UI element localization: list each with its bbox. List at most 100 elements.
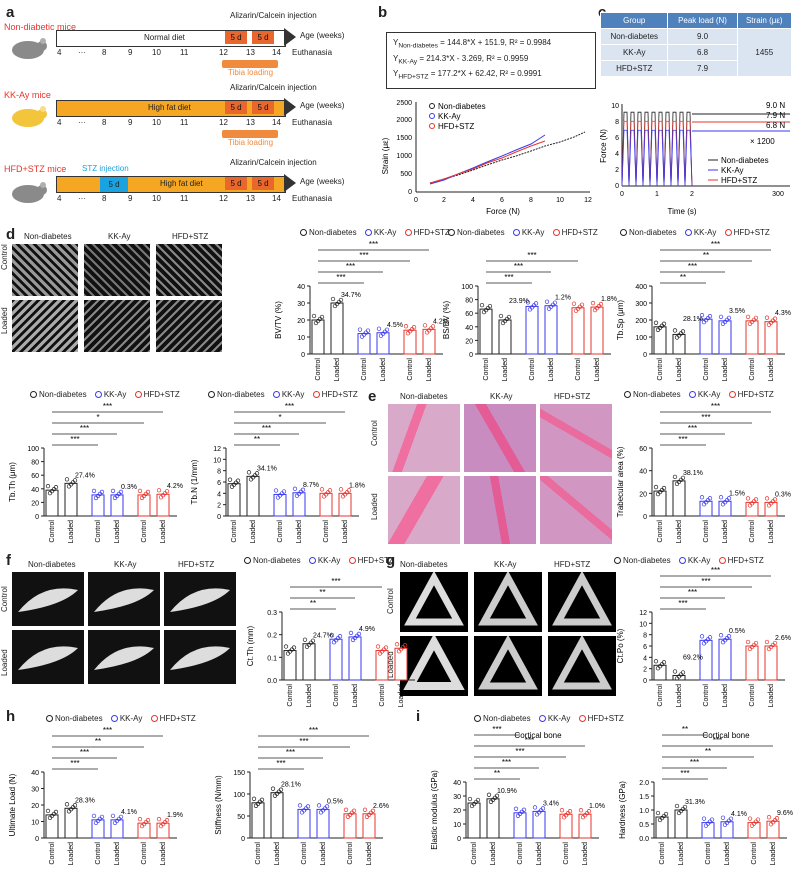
week-tick: ··· bbox=[78, 48, 86, 57]
x-tick: Control bbox=[141, 520, 148, 543]
data-point bbox=[674, 803, 680, 809]
data-point bbox=[540, 806, 546, 811]
data-point bbox=[663, 811, 669, 817]
microct-image bbox=[12, 300, 78, 352]
x-tick: Control bbox=[347, 842, 354, 865]
x-tick: Control bbox=[407, 358, 414, 381]
age-label: Age (weeks) bbox=[300, 31, 345, 40]
table-cell: HFD+STZ bbox=[599, 60, 669, 77]
y-tick: 80 bbox=[31, 460, 39, 467]
significance-stars: *** bbox=[678, 435, 687, 444]
y-tick: 50 bbox=[237, 814, 245, 821]
series-kkay bbox=[429, 134, 546, 185]
y-tick: 0.2 bbox=[267, 633, 277, 640]
bar bbox=[701, 822, 715, 839]
x-tick: Loaded bbox=[366, 842, 373, 865]
y-tick: 200 bbox=[635, 318, 647, 325]
bar bbox=[745, 320, 759, 355]
week-tick: 13 bbox=[246, 48, 255, 57]
table-cell: 7.9 bbox=[667, 60, 738, 77]
legend-e: Non-diabetes KK-Ay HFD+STZ bbox=[624, 390, 780, 399]
data-point bbox=[251, 796, 257, 801]
x-tick: Loaded bbox=[342, 520, 349, 543]
y-tick: 0 bbox=[643, 514, 647, 521]
x-tick: Control bbox=[703, 684, 710, 707]
bar bbox=[375, 650, 389, 681]
x-tick: Control bbox=[323, 520, 330, 543]
y-tick: 12 bbox=[639, 610, 647, 617]
data-point bbox=[680, 670, 686, 675]
col-label: HFD+STZ bbox=[554, 392, 591, 401]
significance-stars: *** bbox=[336, 273, 345, 282]
week-tick: 12 bbox=[219, 48, 228, 57]
data-point bbox=[745, 639, 751, 645]
row-label: Control bbox=[0, 244, 9, 270]
x-tick: Loaded bbox=[426, 358, 433, 381]
legend-d: Non-diabetes KK-Ay HFD+STZ bbox=[300, 228, 456, 237]
data-point bbox=[745, 314, 751, 319]
eq-text: = 177.2*X + 62.42, R² = 0.9991 bbox=[428, 69, 542, 79]
data-point bbox=[383, 645, 389, 650]
col-label: Non-diabetes bbox=[24, 232, 72, 241]
y-tick: 0 bbox=[35, 514, 39, 521]
x-tick: Control bbox=[563, 842, 570, 865]
microct-image bbox=[12, 244, 78, 296]
y-ticks: 0 500 1000 1500 2000 2500 bbox=[396, 100, 412, 196]
x-tick: Loaded bbox=[490, 842, 497, 865]
data-point bbox=[579, 302, 585, 307]
data-point bbox=[45, 484, 51, 489]
loading-bar bbox=[222, 130, 278, 138]
significance-stars: *** bbox=[527, 251, 536, 260]
data-point bbox=[774, 816, 780, 821]
significance-stars: *** bbox=[103, 726, 112, 735]
week-tick: 13 bbox=[246, 118, 255, 127]
legend-item: HFD+STZ bbox=[321, 390, 358, 399]
x-tick: Loaded bbox=[594, 358, 601, 381]
data-point bbox=[327, 488, 333, 493]
histology-image bbox=[464, 476, 536, 544]
data-point bbox=[590, 300, 596, 306]
legend-item: HFD+STZ bbox=[413, 228, 450, 237]
histology-image bbox=[388, 404, 460, 472]
x-tick: Control bbox=[301, 842, 308, 865]
x-tick: Loaded bbox=[724, 842, 731, 865]
bar bbox=[110, 494, 124, 517]
bar bbox=[297, 808, 311, 839]
week-tick: 12 bbox=[219, 194, 228, 203]
x-tick: Loaded bbox=[676, 684, 683, 707]
data-point bbox=[72, 478, 78, 483]
significance-stars: *** bbox=[70, 759, 79, 768]
y-tick: 300 bbox=[635, 301, 647, 308]
data-point bbox=[376, 326, 382, 331]
y-tick: 0 bbox=[217, 514, 221, 521]
data-point bbox=[567, 809, 573, 814]
bar bbox=[45, 814, 59, 839]
x-tick: Control bbox=[141, 842, 148, 865]
ctth-chart: Ct.Th (mm) 0.0 0.1 0.2 0.3 Control Loaded Contr… bbox=[246, 577, 421, 707]
data-point bbox=[338, 487, 344, 492]
x-ticks: 0 2 4 6 8 10 12 bbox=[414, 197, 592, 204]
x-tick: Control bbox=[657, 358, 664, 381]
y-tick: 30 bbox=[453, 794, 461, 801]
y-axis-label: Stiffness (N/mm) bbox=[214, 775, 223, 835]
injection-label: Alizarin/Calcein injection bbox=[230, 83, 317, 92]
age-label: Age (weeks) bbox=[300, 101, 345, 110]
y-tick: 0 bbox=[35, 836, 39, 843]
data-point bbox=[726, 315, 732, 320]
data-point bbox=[532, 805, 538, 810]
percent-change: 34.7% bbox=[341, 292, 361, 299]
week-tick: 9 bbox=[128, 48, 133, 57]
week-tick: 8 bbox=[102, 194, 107, 203]
week-tick: 14 bbox=[272, 48, 281, 57]
panel-f-label: f bbox=[6, 552, 11, 569]
injection-label: Alizarin/Calcein injection bbox=[230, 11, 317, 20]
percent-change: 28.1% bbox=[281, 782, 301, 789]
data-point bbox=[720, 815, 726, 820]
y-tick: 0 bbox=[457, 836, 461, 843]
x-tick: 2 bbox=[442, 197, 446, 204]
bar bbox=[357, 333, 371, 355]
mouse-icon bbox=[8, 178, 48, 206]
data-point bbox=[329, 633, 335, 638]
legend-f: Non-diabetes KK-Ay HFD+STZ bbox=[244, 556, 400, 565]
table-cell: 9.0 bbox=[667, 28, 738, 45]
